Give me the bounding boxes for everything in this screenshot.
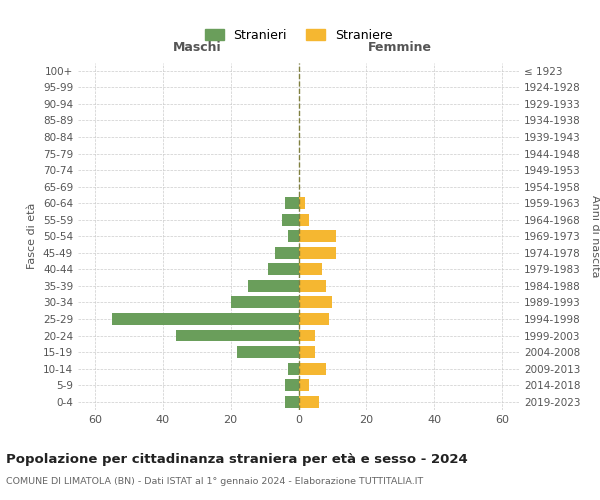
Bar — [299, 362, 326, 374]
Bar — [285, 379, 299, 391]
Bar — [299, 330, 316, 342]
Bar — [176, 330, 299, 342]
Bar — [289, 362, 299, 374]
Bar — [268, 264, 299, 276]
Bar — [299, 264, 322, 276]
Bar — [238, 346, 299, 358]
Bar — [299, 396, 319, 407]
Text: Maschi: Maschi — [173, 41, 221, 54]
Bar — [281, 214, 299, 226]
Bar — [285, 396, 299, 407]
Bar — [248, 280, 299, 292]
Bar — [299, 197, 305, 209]
Bar — [230, 296, 299, 308]
Bar — [299, 346, 316, 358]
Bar — [299, 379, 308, 391]
Bar — [299, 313, 329, 325]
Bar — [299, 280, 326, 292]
Text: Femmine: Femmine — [368, 41, 432, 54]
Bar — [289, 230, 299, 242]
Bar — [285, 197, 299, 209]
Bar — [299, 214, 308, 226]
Bar — [299, 296, 332, 308]
Bar — [299, 230, 336, 242]
Legend: Stranieri, Straniere: Stranieri, Straniere — [200, 24, 397, 46]
Text: COMUNE DI LIMATOLA (BN) - Dati ISTAT al 1° gennaio 2024 - Elaborazione TUTTITALI: COMUNE DI LIMATOLA (BN) - Dati ISTAT al … — [6, 478, 423, 486]
Text: Popolazione per cittadinanza straniera per età e sesso - 2024: Popolazione per cittadinanza straniera p… — [6, 452, 468, 466]
Bar — [275, 247, 299, 259]
Y-axis label: Anni di nascita: Anni di nascita — [590, 195, 600, 278]
Bar — [112, 313, 299, 325]
Y-axis label: Fasce di età: Fasce di età — [28, 203, 37, 270]
Bar — [299, 247, 336, 259]
